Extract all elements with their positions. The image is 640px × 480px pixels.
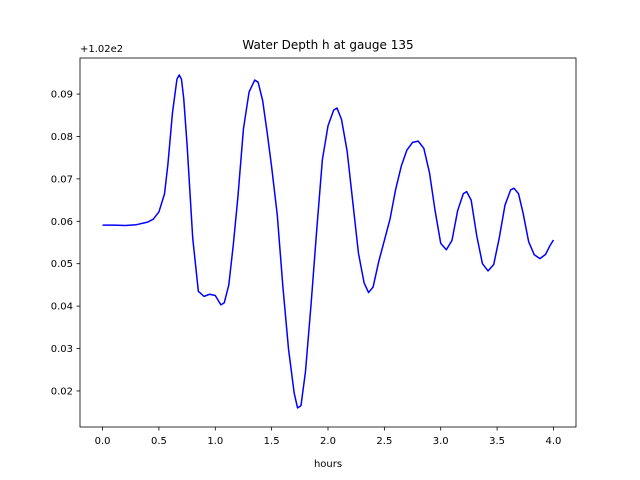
x-axis: 0.0 0.5 1.0 1.5 2.0 2.5 3.0 3.5 4.0	[95, 427, 562, 447]
y-tick-label: 0.08	[51, 132, 73, 143]
chart-title: Water Depth h at gauge 135	[242, 38, 413, 52]
y-offset-label: +1.02e2	[80, 44, 123, 55]
x-tick-label: 0.5	[151, 436, 167, 447]
y-tick-label: 0.06	[51, 217, 73, 228]
y-tick-label: 0.05	[51, 259, 73, 270]
x-axis-label: hours	[314, 459, 342, 470]
x-tick-label: 0.0	[95, 436, 111, 447]
y-tick-label: 0.07	[51, 174, 73, 185]
x-tick-label: 3.0	[433, 436, 449, 447]
y-axis: 0.02 0.03 0.04 0.05 0.06 0.07 0.08 0.09	[51, 90, 80, 397]
series-line-1	[102, 74, 555, 409]
x-tick-label: 1.0	[207, 436, 223, 447]
x-tick-label: 3.5	[489, 436, 505, 447]
x-tick-label: 4.0	[546, 436, 562, 447]
y-tick-label: 0.03	[51, 344, 73, 355]
x-tick-label: 1.5	[264, 436, 280, 447]
x-tick-label: 2.0	[320, 436, 336, 447]
x-tick-label: 2.5	[376, 436, 392, 447]
y-tick-label: 0.04	[51, 302, 73, 313]
y-tick-label: 0.02	[51, 386, 73, 397]
y-tick-label: 0.09	[51, 90, 73, 101]
